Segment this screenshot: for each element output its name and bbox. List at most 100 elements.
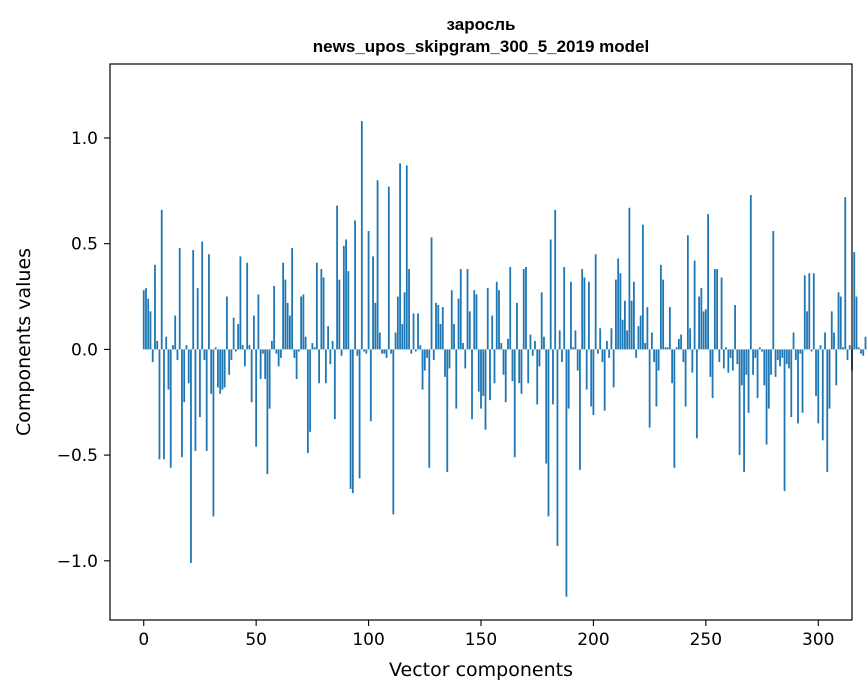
bar-25 [199,349,201,418]
bar-189 [567,349,570,409]
bar-113 [396,296,399,350]
bar-195 [581,269,584,350]
bar-230 [659,264,662,350]
bar-94 [354,220,356,350]
bar-275 [761,349,763,352]
bar-271 [752,349,754,375]
bar-301 [819,345,822,350]
bar-277 [765,349,768,445]
bar-171 [527,349,530,384]
bar-250 [704,309,707,350]
bar-145 [468,311,471,350]
chart-subtitle: news_upos_skipgram_300_5_2019 model [313,37,649,56]
bar-59 [275,349,278,354]
bar-246 [695,349,698,439]
bar-66 [291,247,294,350]
bar-270 [749,195,752,350]
bar-18 [183,349,186,403]
bar-153 [486,288,489,350]
bar-102 [372,256,374,350]
bar-266 [740,349,743,386]
bar-281 [774,349,777,377]
bar-26 [201,241,204,350]
bar-204 [601,349,604,363]
bar-143 [464,349,467,369]
bar-188 [565,349,568,597]
bar-120 [412,313,415,350]
bar-157 [495,281,498,350]
bar-51 [257,294,260,350]
bar-185 [558,330,561,350]
bar-217 [630,300,633,350]
bar-276 [763,349,766,386]
bar-269 [747,349,750,413]
bar-211 [617,258,620,350]
bar-142 [462,343,464,350]
bar-55 [266,349,269,475]
bar-297 [810,349,813,352]
bar-199 [590,349,593,407]
bar-111 [392,349,395,515]
bar-65 [288,315,291,350]
bar-82 [327,326,329,350]
bar-203 [599,328,602,350]
bar-123 [419,345,422,350]
bar-175 [536,349,539,405]
bar-87 [338,279,341,350]
bar-308 [835,349,838,386]
bar-63 [284,279,287,350]
bar-184 [556,349,559,547]
bar-160 [502,349,505,375]
bar-2 [147,298,150,350]
bar-220 [637,326,640,350]
bar-50 [255,349,258,447]
bar-4 [151,349,154,363]
bar-251 [707,214,709,350]
bar-114 [399,163,401,350]
y-axis-ticks: −1.0 −0.5 0.0 0.5 1.0 [57,129,110,572]
bar-293 [801,349,804,413]
bar-104 [376,180,379,350]
bar-181 [549,239,552,350]
bar-54 [264,349,267,379]
bar-100 [367,231,370,350]
bar-86 [336,205,338,350]
bar-16 [178,247,181,350]
bar-286 [785,349,788,365]
bar-135 [446,349,449,473]
bar-13 [172,345,174,350]
x-tick-label: 300 [802,630,834,650]
bar-57 [270,340,273,350]
bar-118 [408,269,410,350]
bar-35 [221,349,224,390]
bar-56 [268,349,271,409]
bar-92 [349,349,352,489]
bar-208 [610,328,613,350]
bar-167 [518,349,521,384]
bar-182 [552,349,554,405]
bar-253 [711,349,714,399]
bar-97 [360,121,363,350]
bar-117 [405,165,408,350]
bar-285 [783,349,786,492]
bar-99 [365,349,368,354]
bar-294 [803,275,806,350]
bar-159 [500,343,503,350]
bar-319 [860,349,862,354]
bar-154 [489,349,491,401]
bar-274 [758,347,761,350]
bar-161 [504,349,507,403]
bar-215 [626,330,629,350]
bar-122 [417,313,419,350]
bar-235 [671,349,674,384]
bar-166 [516,302,518,350]
bar-116 [403,292,406,350]
bar-247 [698,296,700,350]
y-axis-label: Components values [13,248,35,436]
bar-213 [621,319,624,350]
bar-165 [513,349,516,458]
x-axis-label: Vector components [389,659,573,681]
bar-172 [529,334,532,350]
